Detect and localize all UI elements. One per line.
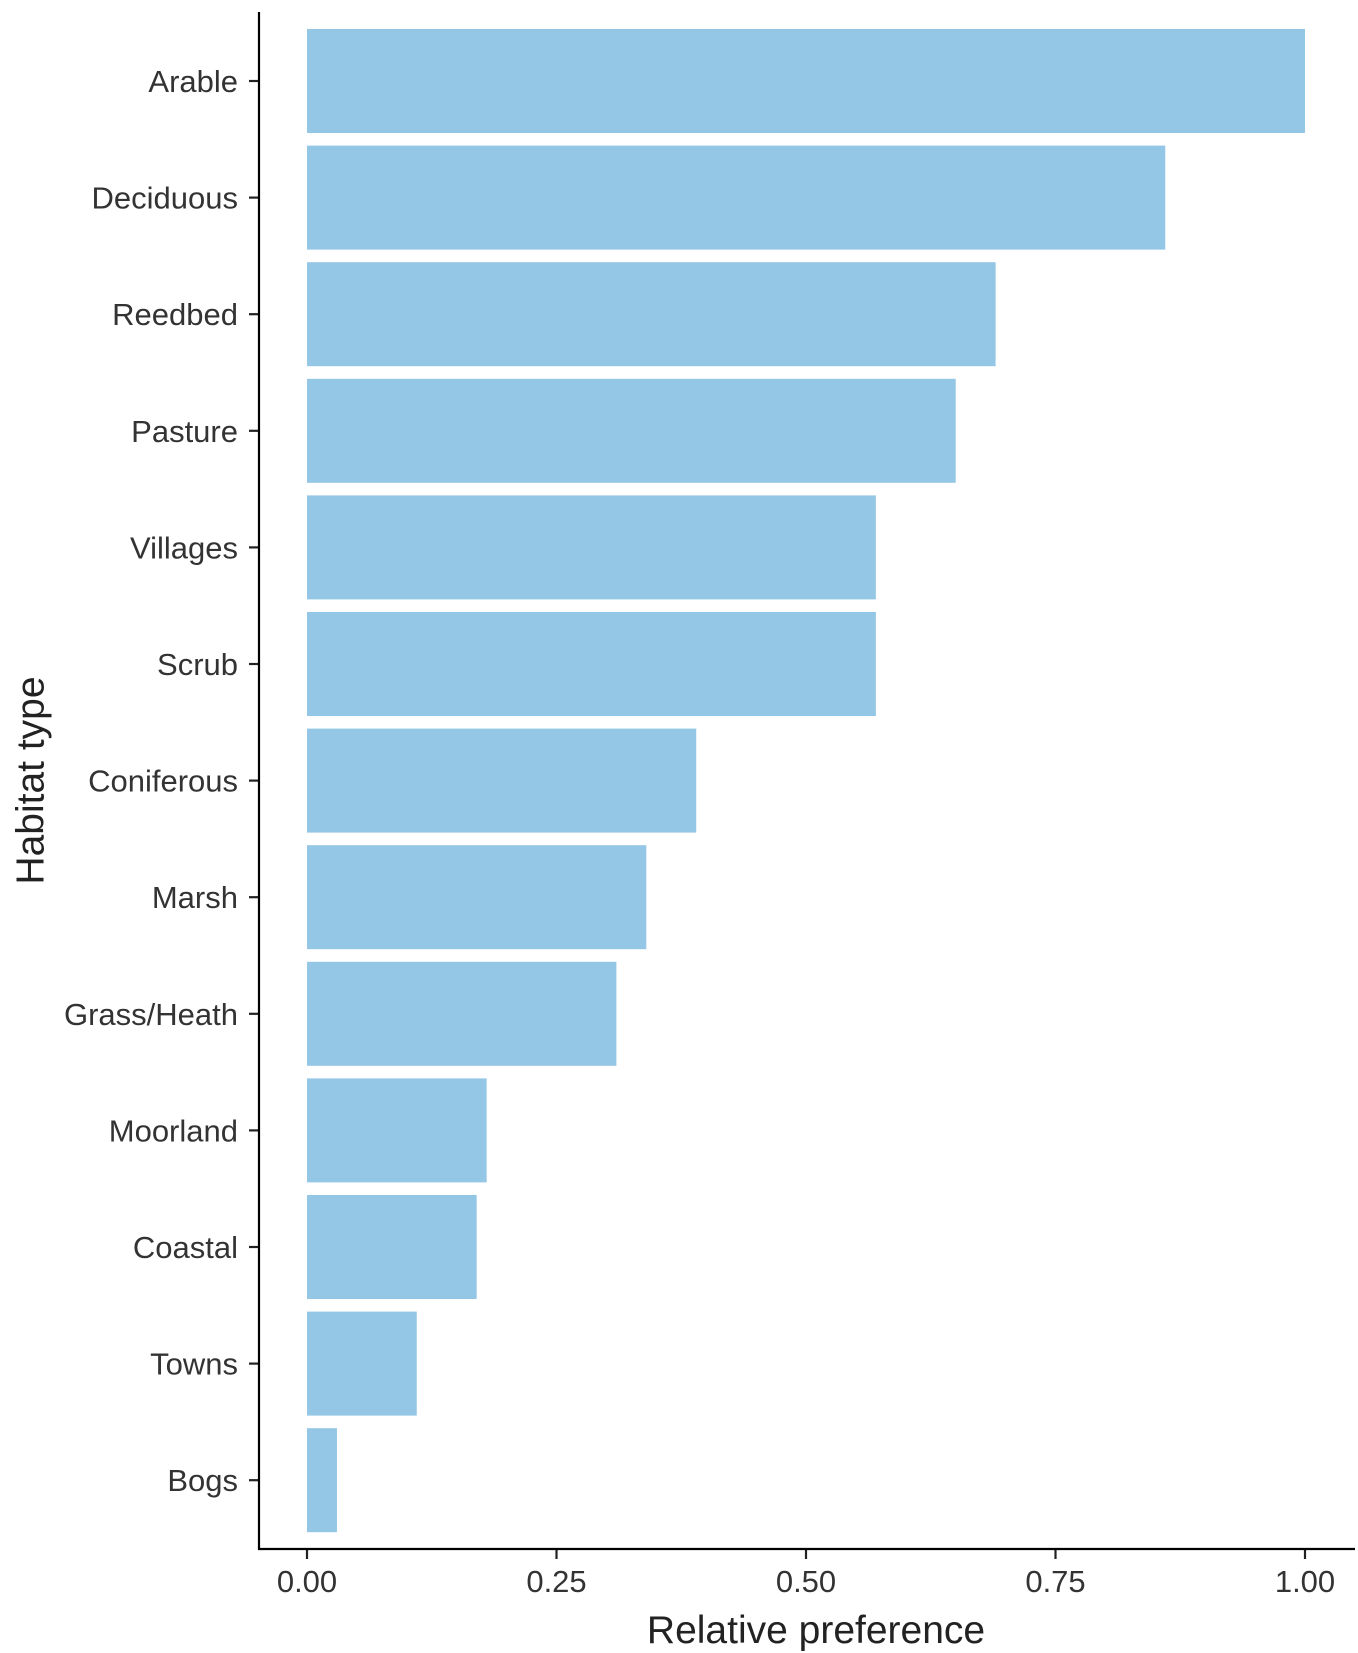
y-tick-label: Marsh	[152, 880, 238, 915]
y-tick-label: Coniferous	[88, 764, 238, 799]
bar-scrub	[307, 612, 876, 716]
x-tick-label: 0.75	[1025, 1564, 1085, 1599]
y-axis-ticks: Arable Deciduous Reedbed Pasture Villages Scr…	[64, 64, 259, 1498]
y-tick-label: Pasture	[131, 414, 238, 449]
x-axis-title: Relative preference	[647, 1609, 985, 1652]
x-axis-ticks: 0.00 0.25 0.50 0.75 1.00	[277, 1549, 1335, 1599]
bar-bogs	[307, 1428, 337, 1533]
y-tick-label: Moorland	[109, 1113, 238, 1148]
y-axis-title: Habitat type	[10, 676, 53, 884]
bar-deciduous	[307, 145, 1166, 250]
x-tick-label: 0.00	[277, 1564, 337, 1599]
bar-villages	[307, 495, 876, 600]
bar-towns	[307, 1311, 417, 1416]
bar-pasture	[307, 378, 956, 483]
bar-grass-heath	[307, 961, 617, 1066]
bar-reedbed	[307, 262, 996, 367]
x-tick-label: 0.50	[776, 1564, 836, 1599]
bar-coastal	[307, 1195, 477, 1299]
y-tick-label: Reedbed	[112, 297, 238, 332]
y-tick-label: Villages	[130, 530, 238, 565]
bar-coniferous	[307, 728, 697, 833]
x-tick-label: 1.00	[1275, 1564, 1335, 1599]
bar-marsh	[307, 845, 647, 950]
x-tick-label: 0.25	[526, 1564, 586, 1599]
y-tick-label: Scrub	[157, 647, 238, 682]
y-tick-label: Towns	[150, 1347, 238, 1382]
y-tick-label: Deciduous	[92, 181, 238, 216]
y-tick-label: Bogs	[167, 1463, 238, 1498]
y-tick-label: Coastal	[133, 1230, 238, 1265]
bar-arable	[307, 29, 1305, 133]
y-tick-label: Grass/Heath	[64, 997, 238, 1032]
bar-moorland	[307, 1078, 487, 1183]
y-tick-label: Arable	[148, 64, 238, 99]
bars-group	[307, 29, 1305, 1533]
